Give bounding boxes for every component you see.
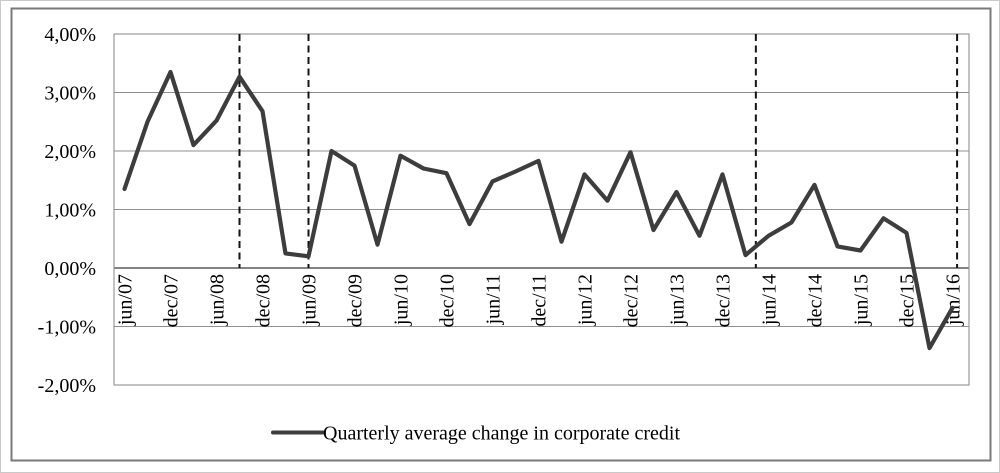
x-tick-label: dec/07 [161,274,183,327]
x-tick-label: jun/10 [391,274,413,326]
series-lines [122,69,955,351]
y-tick-label: 2,00% [44,141,96,163]
y-tick-label: 1,00% [44,200,96,222]
y-axis-labels: 4,00% 3,00% 2,00% 1,00% 0,00% -1,00% -2,00% [38,24,96,397]
y-tick-label: -2,00% [38,375,96,397]
x-tick-label: jun/11 [483,274,505,325]
legend: Quarterly average change in corporate cr… [271,423,680,445]
x-tick-label: dec/13 [713,274,735,327]
legend-label: Quarterly average change in corporate cr… [323,423,680,445]
gridlines [113,33,970,386]
y-tick-label: 0,00% [44,258,96,280]
x-tick-label: jun/14 [759,274,781,326]
x-tick-label: dec/15 [897,274,919,327]
x-tick-label: jun/15 [851,274,873,326]
plot-border [113,33,970,386]
x-tick-label: dec/12 [621,274,643,327]
y-tick-label: 3,00% [44,83,96,105]
y-tick-label: 4,00% [44,24,96,46]
x-tick-label: jun/07 [115,274,137,326]
x-tick-label: dec/14 [805,274,827,327]
x-tick-label: dec/10 [437,274,459,327]
series-line [122,69,955,351]
x-tick-label: jun/08 [207,274,229,326]
event-dashed-lines [238,34,959,268]
x-tick-label: jun/09 [299,274,321,326]
x-tick-label: dec/08 [253,274,275,327]
outer-frame [10,7,992,462]
x-axis-labels: jun/07 dec/07 jun/08 dec/08 jun/09 dec/09 jun/… [115,274,965,327]
x-tick-label: jun/13 [667,274,689,326]
x-tick-label: jun/12 [575,274,597,326]
x-tick-label: dec/11 [529,274,551,327]
x-tick-label: dec/09 [345,274,367,327]
y-tick-label: -1,00% [38,317,96,339]
